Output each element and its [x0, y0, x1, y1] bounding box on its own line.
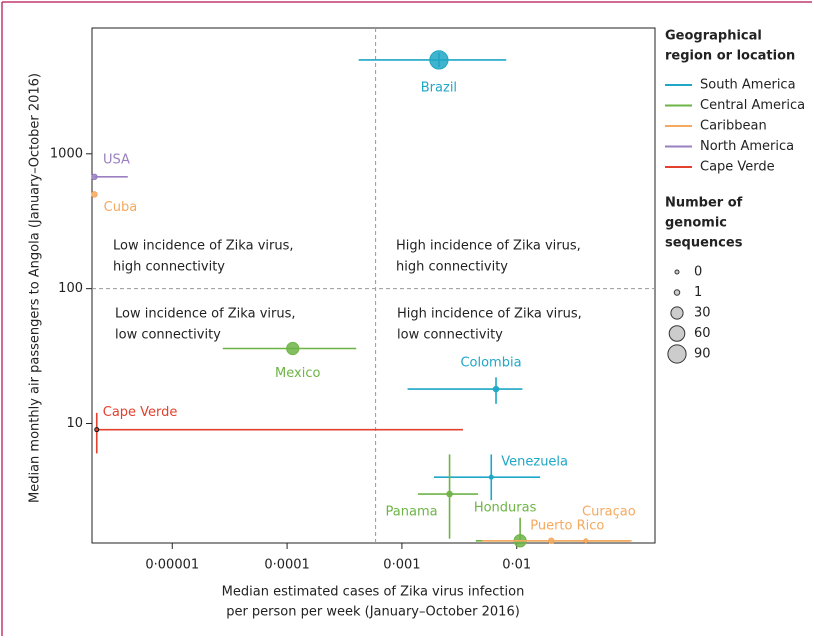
y-axis-label: Median monthly air passengers to Angola … [28, 73, 43, 503]
legend-label: South America [700, 78, 796, 93]
size-legend-label: 30 [694, 306, 711, 321]
point-label: Honduras [474, 500, 537, 515]
point [583, 538, 589, 544]
annotation: High incidence of Zika virus, [397, 307, 582, 322]
x-tick-label: 0·00001 [145, 558, 199, 573]
plot-area [91, 27, 656, 544]
size-legend-label: 1 [694, 285, 702, 300]
point-label: Colombia [460, 356, 521, 371]
point-label: Panama [386, 505, 438, 520]
point [548, 537, 555, 545]
annotation: high connectivity [396, 260, 508, 275]
size-legend-marker [673, 289, 681, 296]
legend-label: Cape Verde [700, 160, 775, 175]
size-legend-marker [667, 344, 687, 364]
legend-label: North America [700, 139, 794, 154]
size-legend-marker [670, 306, 684, 320]
point [446, 490, 453, 498]
legend-label: Central America [700, 98, 805, 113]
x-tick-label: 0·001 [383, 558, 420, 573]
x-axis-label: per person per week (January–October 201… [226, 605, 520, 620]
size-legend-title: genomic [665, 216, 727, 231]
x-tick-label: 0·0001 [264, 558, 310, 573]
legend-title: region or location [665, 49, 795, 64]
annotation: Low incidence of Zika virus, [113, 239, 293, 254]
point-label: USA [103, 152, 130, 167]
x-tick-label: 0·01 [502, 558, 531, 573]
size-legend-label: 90 [694, 347, 711, 362]
legend-label: Caribbean [700, 119, 767, 134]
size-legend-title: sequences [665, 236, 743, 251]
point [94, 427, 100, 433]
size-legend-title: Number of [665, 196, 743, 211]
size-legend-marker [668, 325, 686, 342]
size-legend-label: 0 [694, 265, 702, 280]
point-label: Brazil [421, 80, 457, 95]
size-legend-label: 60 [694, 326, 711, 341]
size-legend-marker [674, 269, 680, 275]
annotation: High incidence of Zika virus, [396, 239, 581, 254]
x-axis-label: Median estimated cases of Zika virus inf… [222, 585, 525, 600]
annotation: Low incidence of Zika virus, [115, 307, 295, 322]
point [91, 191, 98, 198]
annotation: low connectivity [115, 328, 221, 343]
point-label: Mexico [275, 366, 320, 381]
point [91, 173, 98, 181]
y-tick-label: 100 [58, 281, 83, 296]
legend-title: Geographical [665, 29, 762, 44]
point-label: Venezuela [501, 455, 568, 470]
point-label: Curaçao [582, 504, 636, 519]
annotation: low connectivity [397, 328, 503, 343]
annotation: high connectivity [113, 260, 225, 275]
point-label: Cuba [104, 200, 138, 215]
y-tick-label: 1000 [50, 146, 83, 161]
point [488, 474, 494, 480]
point [492, 385, 500, 393]
point [429, 50, 449, 70]
point [286, 341, 300, 356]
point-label: Puerto Rico [530, 518, 604, 533]
point-label: Cape Verde [103, 405, 178, 420]
y-tick-label: 10 [66, 416, 83, 431]
